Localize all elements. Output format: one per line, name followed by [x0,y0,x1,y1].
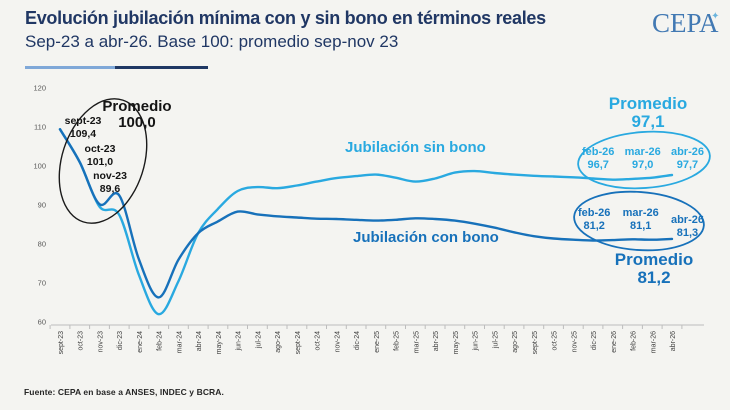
sin-bono-promedio-value: 97,1 [631,111,665,131]
con-bono-promedio-value: 81,2 [637,267,671,287]
y-tick-label: 80 [38,240,46,249]
divider-segment-light [25,66,115,69]
x-tick-label: ago-25 [512,331,519,353]
annotation-point-nov-23: nov-23 89,6 [82,170,138,195]
y-tick-label: 100 [33,162,46,171]
x-tick-label: abr-25 [433,331,440,351]
x-tick-label: nov-23 [98,331,105,353]
y-tick-label: 60 [38,318,46,327]
x-tick-label: dic-24 [354,331,361,350]
value-column: feb-26 81,2 [578,207,610,239]
line-sin-bono [58,128,674,316]
y-tick-label: 70 [38,279,46,288]
cepa-logo: CEPA ✦ [652,8,720,38]
month-value: 97,0 [631,158,654,171]
annotation-con-bono-promedio: Promedio 81,2 [578,251,730,286]
con-bono-promedio-label: Promedio [614,250,694,269]
value-column: abr-26 97,7 [671,146,704,171]
point-label: nov-23 [93,170,127,182]
x-tick-label: feb-25 [394,331,401,351]
month-value: 97,7 [676,158,699,171]
page-subtitle: Sep-23 a abr-26. Base 100: promedio sep-… [25,32,399,51]
divider-segment-dark [115,66,208,69]
month-value: 81,3 [676,226,699,239]
x-tick-label: dic-25 [591,331,598,350]
x-tick-label: ene-24 [137,331,144,353]
logo-star-icon: ✦ [711,11,720,22]
y-tick-label: 110 [34,123,46,132]
source-note: Fuente: CEPA en base a ANSES, INDEC y BC… [24,387,224,397]
month-value: 81,2 [583,219,605,232]
month-value: 96,7 [587,158,609,171]
y-tick-label: 90 [38,201,46,210]
x-tick-label: jul-24 [255,331,262,349]
x-tick-label: may-24 [216,331,223,354]
line-con-bono [58,128,674,299]
x-tick-label: may-25 [453,331,460,354]
month-label: feb-26 [578,207,611,219]
ellipse-con-bono-values [573,190,705,252]
month-label: mar-26 [622,207,659,219]
month-label: feb-26 [582,146,615,158]
month-label: mar-26 [624,146,661,158]
x-tick-label: abr-24 [196,331,203,351]
month-label: abr-26 [670,146,704,158]
ellipse-base-period [58,98,148,224]
x-tick-label: sept-24 [295,331,302,354]
x-tick-label: feb-24 [157,331,164,351]
annotation-base-promedio: Promedio 100,0 [91,99,183,131]
annotation-point-oct-23: oct-23 101,0 [72,143,128,168]
sin-bono-promedio-label: Promedio [608,94,688,113]
x-tick-label: oct-25 [552,331,559,351]
x-tick-label: oct-23 [78,331,85,351]
x-tick-label: mar-25 [413,331,420,353]
value-column: mar-26 97,0 [625,146,661,171]
x-tick-label: mar-26 [650,331,657,353]
point-value: 101,0 [86,155,114,168]
x-tick-label: ene-26 [611,331,618,353]
x-tick-label: jun-25 [473,331,480,352]
x-tick-label: mar-24 [177,331,184,353]
x-tick-label: oct-24 [315,331,322,351]
x-tick-label: dic-23 [117,331,124,350]
value-column: abr-26 81,3 [671,214,704,239]
series-label-sin-bono: Jubilación sin bono [345,139,486,156]
page-title: Evolución jubilación mínima con y sin bo… [25,8,546,28]
annotation-point-sept-23: sept-23 109,4 [55,115,111,140]
value-column: mar-26 81,1 [623,207,659,239]
x-tick-label: jul-25 [492,331,499,349]
annotation-con-bono-last-values: feb-26 81,2 mar-26 81,1 abr-26 81,3 [578,207,704,239]
x-tick-label: sept-25 [532,331,539,354]
x-tick-label: ago-24 [275,331,282,353]
month-value: 81,1 [629,219,652,232]
point-label: oct-23 [84,143,116,155]
series-label-con-bono: Jubilación con bono [353,229,499,246]
point-value: 89,6 [99,182,121,195]
month-label: abr-26 [670,214,704,226]
base-promedio-value: 100,0 [118,114,156,131]
annotation-sin-bono-promedio: Promedio 97,1 [572,95,724,130]
annotation-sin-bono-last-values: feb-26 96,7 mar-26 97,0 abr-26 97,7 [582,146,704,171]
y-tick-label: 120 [33,84,46,93]
base-promedio-label: Promedio [102,98,172,115]
x-tick-label: jun-24 [236,331,243,352]
x-tick-label: nov-25 [571,331,578,353]
x-tick-label: nov-24 [334,331,341,353]
x-tick-label: feb-26 [631,331,638,351]
title-divider [25,66,208,69]
value-column: feb-26 96,7 [582,146,614,171]
point-label: sept-23 [64,115,102,127]
point-value: 109,4 [69,127,97,140]
logo-text: CEPA [652,8,719,38]
x-tick-label: ene-25 [374,331,381,353]
x-tick-label: abr-26 [670,331,677,351]
ellipse-sin-bono-values [577,130,711,190]
x-tick-label: sept-23 [58,331,65,354]
